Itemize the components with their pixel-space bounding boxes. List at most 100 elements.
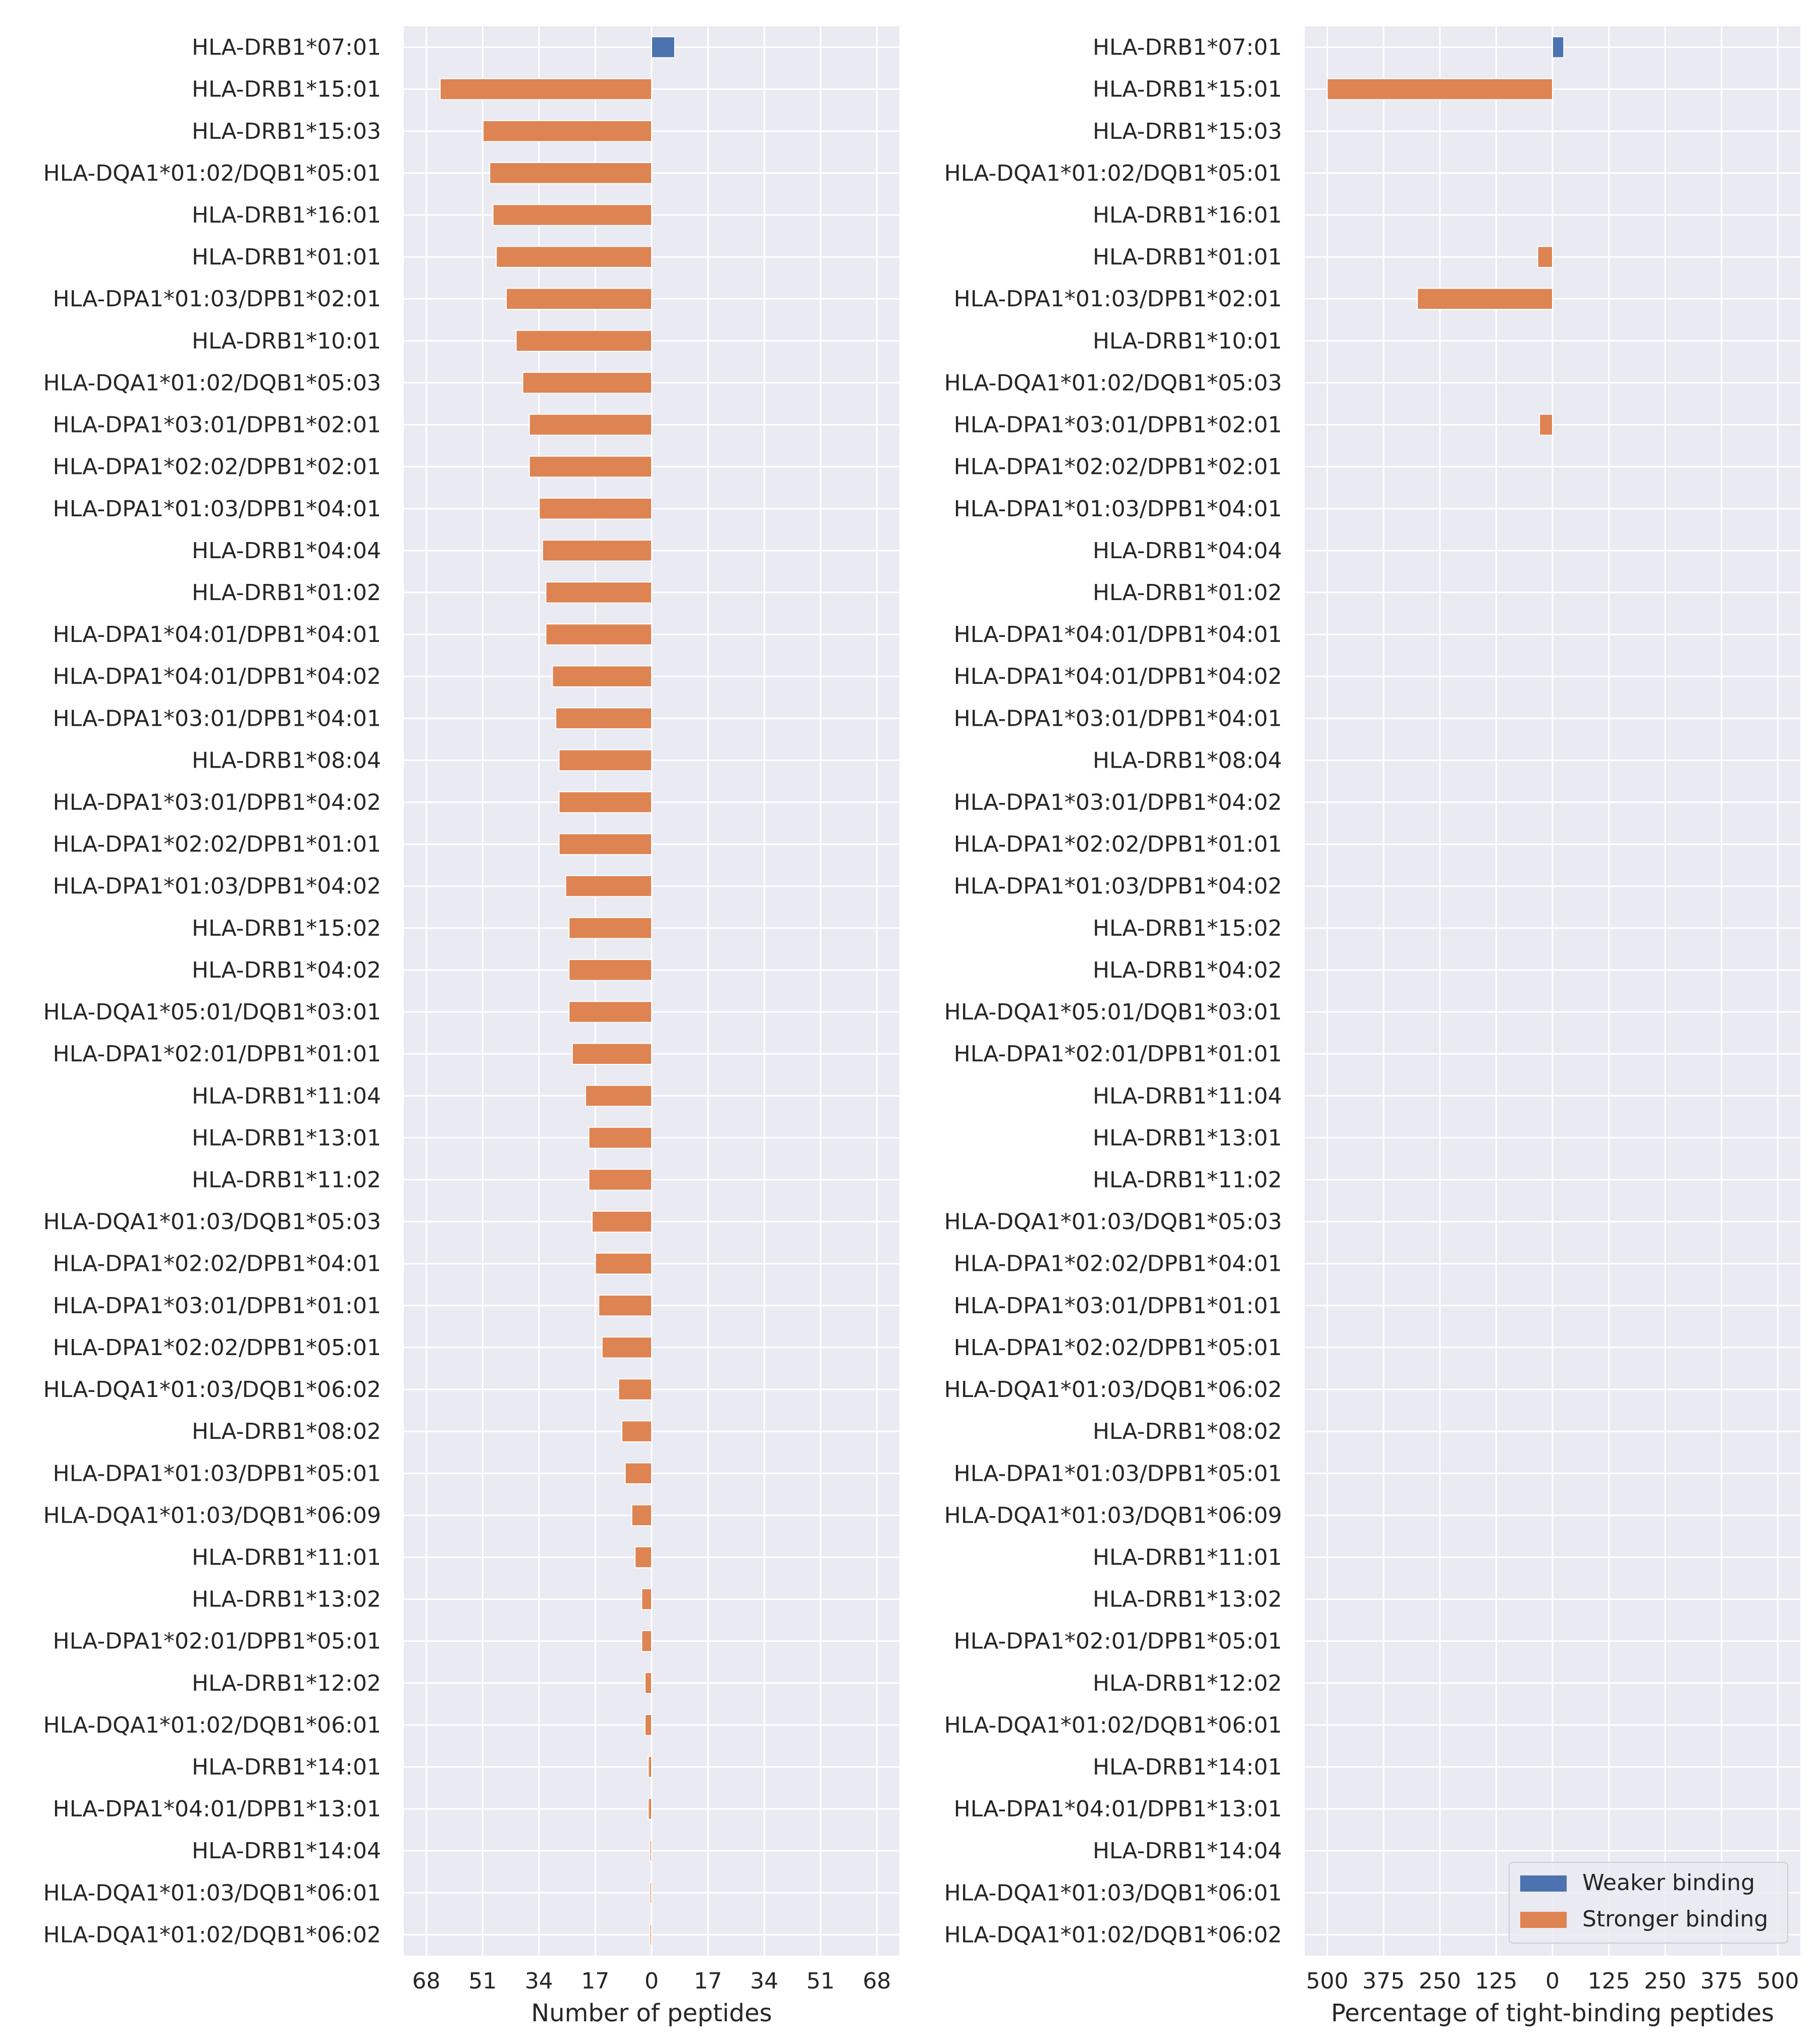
category-label: HLA-DRB1*15:01	[192, 77, 381, 102]
bar-stronger	[492, 204, 652, 226]
category-label: HLA-DPA1*02:02/DPB1*05:01	[954, 1335, 1282, 1361]
category-label: HLA-DPA1*04:01/DPB1*04:01	[954, 622, 1282, 648]
category-label: HLA-DRB1*13:02	[1093, 1587, 1282, 1612]
category-label: HLA-DRB1*15:03	[1093, 119, 1282, 144]
category-label: HLA-DRB1*13:01	[1093, 1125, 1282, 1151]
category-label: HLA-DRB1*04:02	[1093, 957, 1282, 983]
category-label: HLA-DRB1*08:02	[1093, 1419, 1282, 1444]
bar-stronger	[648, 1798, 653, 1820]
bar-stronger	[634, 1546, 653, 1569]
category-label: HLA-DQA1*01:02/DQB1*06:02	[43, 1922, 381, 1948]
x-tick-label: 375	[1362, 1968, 1405, 1994]
bar-stronger	[649, 1840, 653, 1862]
category-label: HLA-DRB1*07:01	[1093, 35, 1282, 61]
legend: Weaker binding Stronger binding	[1509, 1862, 1788, 1944]
category-label: HLA-DQA1*01:03/DQB1*06:01	[944, 1880, 1282, 1906]
legend-label: Stronger binding	[1582, 1906, 1768, 1932]
bar-stronger	[545, 581, 653, 604]
x-tick-label: 500	[1306, 1968, 1349, 1994]
category-label: HLA-DQA1*01:02/DQB1*06:01	[944, 1712, 1282, 1738]
category-label: HLA-DRB1*04:04	[1093, 538, 1282, 564]
category-label: HLA-DQA1*01:02/DQB1*06:02	[944, 1922, 1282, 1948]
bar-stronger	[505, 288, 652, 310]
category-label: HLA-DPA1*04:01/DPB1*13:01	[954, 1796, 1282, 1822]
category-label: HLA-DRB1*15:01	[1093, 77, 1282, 102]
bar-stronger	[571, 1043, 652, 1065]
bar-stronger	[644, 1672, 652, 1694]
bar-stronger	[552, 665, 652, 687]
category-label: HLA-DPA1*01:03/DPB1*05:01	[954, 1461, 1282, 1486]
category-label: HLA-DPA1*02:02/DPB1*02:01	[53, 454, 381, 480]
category-label: HLA-DQA1*01:03/DQB1*05:03	[944, 1209, 1282, 1235]
bar-stronger	[1326, 78, 1554, 100]
category-label: HLA-DPA1*04:01/DPB1*13:01	[53, 1796, 381, 1822]
bar-stronger	[595, 1252, 652, 1275]
category-label: HLA-DRB1*10:01	[1093, 328, 1282, 354]
bar-stronger	[598, 1295, 652, 1317]
x-tick-label: 250	[1644, 1968, 1686, 1994]
x-tick-label: 34	[750, 1968, 778, 1994]
category-label: HLA-DPA1*01:03/DPB1*02:01	[954, 286, 1282, 312]
bar-stronger	[568, 959, 653, 981]
category-label: HLA-DRB1*08:04	[192, 747, 381, 773]
category-label: HLA-DRB1*15:02	[1093, 916, 1282, 941]
category-label: HLA-DRB1*01:01	[192, 244, 381, 270]
category-label: HLA-DQA1*01:03/DQB1*06:02	[944, 1377, 1282, 1403]
bar-stronger	[585, 1085, 652, 1107]
category-label: HLA-DRB1*08:04	[1093, 747, 1282, 773]
bar-stronger	[489, 162, 652, 184]
category-label: HLA-DPA1*03:01/DPB1*04:01	[954, 706, 1282, 731]
category-label: HLA-DPA1*01:03/DPB1*04:01	[53, 496, 381, 522]
legend-swatch	[1520, 1875, 1567, 1892]
bar-stronger	[649, 1923, 653, 1946]
legend-label: Weaker binding	[1582, 1870, 1755, 1896]
x-tick-label: 0	[645, 1968, 659, 1994]
bar-stronger	[539, 497, 652, 520]
bar-stronger	[568, 917, 653, 939]
bar-stronger	[592, 1210, 653, 1233]
category-label: HLA-DPA1*02:02/DPB1*04:01	[954, 1251, 1282, 1277]
category-label: HLA-DRB1*13:02	[192, 1587, 381, 1612]
category-label: HLA-DPA1*02:02/DPB1*04:01	[53, 1251, 381, 1277]
category-label: HLA-DPA1*04:01/DPB1*04:01	[53, 622, 381, 648]
category-label: HLA-DQA1*01:03/DQB1*06:09	[944, 1502, 1282, 1528]
category-label: HLA-DQA1*01:02/DQB1*05:03	[43, 370, 381, 396]
x-axis-label: Number of peptides	[531, 1999, 772, 2027]
category-label: HLA-DPA1*01:03/DPB1*04:01	[954, 496, 1282, 522]
bar-stronger	[649, 1881, 653, 1904]
legend-box	[1509, 1862, 1788, 1944]
x-tick-label: 250	[1419, 1968, 1461, 1994]
category-label: HLA-DRB1*11:04	[192, 1083, 381, 1109]
category-label: HLA-DRB1*01:01	[1093, 244, 1282, 270]
bar-stronger	[644, 1714, 652, 1736]
bar-stronger	[624, 1462, 653, 1485]
bar-stronger	[565, 875, 652, 897]
category-label: HLA-DPA1*03:01/DPB1*02:01	[53, 412, 381, 438]
bar-stronger	[545, 623, 653, 646]
bar-stronger	[631, 1504, 652, 1527]
category-label: HLA-DPA1*01:03/DPB1*05:01	[53, 1461, 381, 1486]
category-label: HLA-DPA1*02:02/DPB1*05:01	[53, 1335, 381, 1361]
category-label: HLA-DQA1*01:02/DQB1*06:01	[43, 1712, 381, 1738]
category-label: HLA-DPA1*04:01/DPB1*04:02	[954, 664, 1282, 689]
category-label: HLA-DRB1*15:03	[192, 119, 381, 144]
bar-stronger	[641, 1630, 652, 1652]
bar-stronger	[588, 1126, 652, 1149]
x-tick-label: 34	[525, 1968, 553, 1994]
panel-2: 500 375 250 125 0 125 250 375 500 HLA-DRB1*07:01 H…	[944, 26, 1800, 2027]
bar-stronger	[568, 1001, 653, 1023]
bar-stronger	[558, 791, 653, 814]
x-tick-label: 500	[1756, 1968, 1799, 1994]
category-label: HLA-DRB1*04:04	[192, 538, 381, 564]
bar-stronger	[528, 455, 652, 478]
category-label: HLA-DRB1*04:02	[192, 957, 381, 983]
x-tick-label: 17	[694, 1968, 722, 1994]
bar-stronger	[618, 1378, 652, 1401]
category-label: HLA-DPA1*02:02/DPB1*01:01	[53, 832, 381, 857]
category-label: HLA-DPA1*03:01/DPB1*01:01	[954, 1293, 1282, 1319]
category-label: HLA-DRB1*01:02	[1093, 580, 1282, 606]
category-label: HLA-DRB1*11:02	[1093, 1167, 1282, 1193]
category-label: HLA-DRB1*12:02	[1093, 1671, 1282, 1696]
category-label: HLA-DQA1*01:02/DQB1*05:01	[944, 160, 1282, 186]
category-label: HLA-DPA1*02:01/DPB1*05:01	[53, 1629, 381, 1654]
